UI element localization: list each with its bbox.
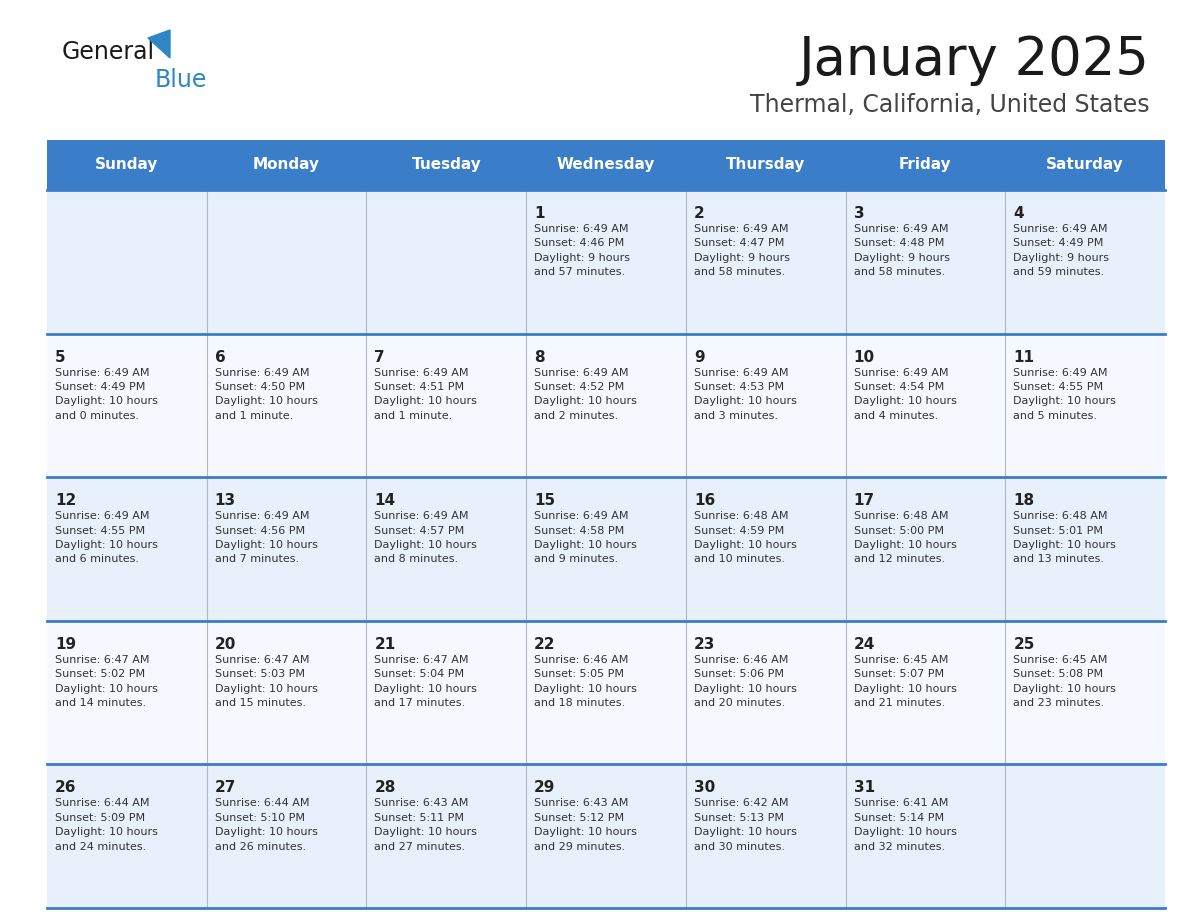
Text: Sunrise: 6:49 AM
Sunset: 4:53 PM
Daylight: 10 hours
and 3 minutes.: Sunrise: 6:49 AM Sunset: 4:53 PM Dayligh…	[694, 367, 797, 420]
Text: 19: 19	[55, 637, 76, 652]
Text: Sunrise: 6:49 AM
Sunset: 4:57 PM
Daylight: 10 hours
and 8 minutes.: Sunrise: 6:49 AM Sunset: 4:57 PM Dayligh…	[374, 511, 478, 565]
Text: Sunrise: 6:45 AM
Sunset: 5:07 PM
Daylight: 10 hours
and 21 minutes.: Sunrise: 6:45 AM Sunset: 5:07 PM Dayligh…	[853, 655, 956, 708]
Text: 25: 25	[1013, 637, 1035, 652]
Text: Monday: Monday	[253, 158, 320, 173]
Text: Friday: Friday	[899, 158, 952, 173]
Text: Sunrise: 6:49 AM
Sunset: 4:49 PM
Daylight: 9 hours
and 59 minutes.: Sunrise: 6:49 AM Sunset: 4:49 PM Dayligh…	[1013, 224, 1110, 277]
Text: Sunrise: 6:49 AM
Sunset: 4:55 PM
Daylight: 10 hours
and 5 minutes.: Sunrise: 6:49 AM Sunset: 4:55 PM Dayligh…	[1013, 367, 1117, 420]
Text: Sunrise: 6:49 AM
Sunset: 4:48 PM
Daylight: 9 hours
and 58 minutes.: Sunrise: 6:49 AM Sunset: 4:48 PM Dayligh…	[853, 224, 949, 277]
Text: Sunrise: 6:48 AM
Sunset: 5:01 PM
Daylight: 10 hours
and 13 minutes.: Sunrise: 6:48 AM Sunset: 5:01 PM Dayligh…	[1013, 511, 1117, 565]
Text: 4: 4	[1013, 206, 1024, 221]
Text: Sunrise: 6:49 AM
Sunset: 4:50 PM
Daylight: 10 hours
and 1 minute.: Sunrise: 6:49 AM Sunset: 4:50 PM Dayligh…	[215, 367, 317, 420]
Text: 24: 24	[853, 637, 874, 652]
Text: 20: 20	[215, 637, 236, 652]
Text: 13: 13	[215, 493, 236, 509]
Text: Tuesday: Tuesday	[411, 158, 481, 173]
Text: Sunrise: 6:49 AM
Sunset: 4:49 PM
Daylight: 10 hours
and 0 minutes.: Sunrise: 6:49 AM Sunset: 4:49 PM Dayligh…	[55, 367, 158, 420]
Text: Sunrise: 6:46 AM
Sunset: 5:05 PM
Daylight: 10 hours
and 18 minutes.: Sunrise: 6:46 AM Sunset: 5:05 PM Dayligh…	[535, 655, 637, 708]
Text: Sunrise: 6:44 AM
Sunset: 5:10 PM
Daylight: 10 hours
and 26 minutes.: Sunrise: 6:44 AM Sunset: 5:10 PM Dayligh…	[215, 799, 317, 852]
Bar	[48, 477, 1165, 621]
Text: Thermal, California, United States: Thermal, California, United States	[751, 93, 1150, 117]
Text: 14: 14	[374, 493, 396, 509]
Text: 30: 30	[694, 780, 715, 795]
Text: 31: 31	[853, 780, 874, 795]
Text: 9: 9	[694, 350, 704, 364]
Text: Sunrise: 6:47 AM
Sunset: 5:04 PM
Daylight: 10 hours
and 17 minutes.: Sunrise: 6:47 AM Sunset: 5:04 PM Dayligh…	[374, 655, 478, 708]
Text: 22: 22	[535, 637, 556, 652]
Text: Sunrise: 6:47 AM
Sunset: 5:03 PM
Daylight: 10 hours
and 15 minutes.: Sunrise: 6:47 AM Sunset: 5:03 PM Dayligh…	[215, 655, 317, 708]
Text: 1: 1	[535, 206, 544, 221]
Text: 12: 12	[55, 493, 76, 509]
Bar	[48, 140, 1165, 190]
Text: Sunrise: 6:49 AM
Sunset: 4:51 PM
Daylight: 10 hours
and 1 minute.: Sunrise: 6:49 AM Sunset: 4:51 PM Dayligh…	[374, 367, 478, 420]
Text: 16: 16	[694, 493, 715, 509]
Polygon shape	[148, 30, 170, 58]
Text: Wednesday: Wednesday	[557, 158, 656, 173]
Text: Sunrise: 6:49 AM
Sunset: 4:46 PM
Daylight: 9 hours
and 57 minutes.: Sunrise: 6:49 AM Sunset: 4:46 PM Dayligh…	[535, 224, 630, 277]
Bar	[48, 621, 1165, 765]
Text: Sunrise: 6:45 AM
Sunset: 5:08 PM
Daylight: 10 hours
and 23 minutes.: Sunrise: 6:45 AM Sunset: 5:08 PM Dayligh…	[1013, 655, 1117, 708]
Text: 6: 6	[215, 350, 226, 364]
Text: Sunrise: 6:44 AM
Sunset: 5:09 PM
Daylight: 10 hours
and 24 minutes.: Sunrise: 6:44 AM Sunset: 5:09 PM Dayligh…	[55, 799, 158, 852]
Text: 29: 29	[535, 780, 556, 795]
Text: Sunrise: 6:41 AM
Sunset: 5:14 PM
Daylight: 10 hours
and 32 minutes.: Sunrise: 6:41 AM Sunset: 5:14 PM Dayligh…	[853, 799, 956, 852]
Text: Sunrise: 6:49 AM
Sunset: 4:58 PM
Daylight: 10 hours
and 9 minutes.: Sunrise: 6:49 AM Sunset: 4:58 PM Dayligh…	[535, 511, 637, 565]
Text: Sunrise: 6:48 AM
Sunset: 5:00 PM
Daylight: 10 hours
and 12 minutes.: Sunrise: 6:48 AM Sunset: 5:00 PM Dayligh…	[853, 511, 956, 565]
Text: 17: 17	[853, 493, 874, 509]
Text: Sunrise: 6:43 AM
Sunset: 5:12 PM
Daylight: 10 hours
and 29 minutes.: Sunrise: 6:43 AM Sunset: 5:12 PM Dayligh…	[535, 799, 637, 852]
Text: 8: 8	[535, 350, 545, 364]
Text: 2: 2	[694, 206, 704, 221]
Text: Sunrise: 6:49 AM
Sunset: 4:47 PM
Daylight: 9 hours
and 58 minutes.: Sunrise: 6:49 AM Sunset: 4:47 PM Dayligh…	[694, 224, 790, 277]
Text: 23: 23	[694, 637, 715, 652]
Text: Sunrise: 6:49 AM
Sunset: 4:56 PM
Daylight: 10 hours
and 7 minutes.: Sunrise: 6:49 AM Sunset: 4:56 PM Dayligh…	[215, 511, 317, 565]
Text: Sunrise: 6:49 AM
Sunset: 4:54 PM
Daylight: 10 hours
and 4 minutes.: Sunrise: 6:49 AM Sunset: 4:54 PM Dayligh…	[853, 367, 956, 420]
Text: Blue: Blue	[154, 68, 208, 92]
Text: Thursday: Thursday	[726, 158, 805, 173]
Text: General: General	[62, 40, 156, 64]
Bar	[48, 765, 1165, 908]
Text: 11: 11	[1013, 350, 1035, 364]
Text: Sunrise: 6:49 AM
Sunset: 4:55 PM
Daylight: 10 hours
and 6 minutes.: Sunrise: 6:49 AM Sunset: 4:55 PM Dayligh…	[55, 511, 158, 565]
Text: Saturday: Saturday	[1047, 158, 1124, 173]
Text: 5: 5	[55, 350, 65, 364]
Text: Sunrise: 6:47 AM
Sunset: 5:02 PM
Daylight: 10 hours
and 14 minutes.: Sunrise: 6:47 AM Sunset: 5:02 PM Dayligh…	[55, 655, 158, 708]
Bar	[48, 190, 1165, 333]
Text: Sunrise: 6:48 AM
Sunset: 4:59 PM
Daylight: 10 hours
and 10 minutes.: Sunrise: 6:48 AM Sunset: 4:59 PM Dayligh…	[694, 511, 797, 565]
Text: Sunday: Sunday	[95, 158, 158, 173]
Text: 3: 3	[853, 206, 864, 221]
Text: 10: 10	[853, 350, 874, 364]
Text: 7: 7	[374, 350, 385, 364]
Text: 15: 15	[535, 493, 555, 509]
Text: Sunrise: 6:46 AM
Sunset: 5:06 PM
Daylight: 10 hours
and 20 minutes.: Sunrise: 6:46 AM Sunset: 5:06 PM Dayligh…	[694, 655, 797, 708]
Text: 26: 26	[55, 780, 76, 795]
Text: 18: 18	[1013, 493, 1035, 509]
Text: 21: 21	[374, 637, 396, 652]
Text: January 2025: January 2025	[800, 34, 1150, 86]
Text: 28: 28	[374, 780, 396, 795]
Text: Sunrise: 6:42 AM
Sunset: 5:13 PM
Daylight: 10 hours
and 30 minutes.: Sunrise: 6:42 AM Sunset: 5:13 PM Dayligh…	[694, 799, 797, 852]
Text: 27: 27	[215, 780, 236, 795]
Bar	[48, 333, 1165, 477]
Text: Sunrise: 6:49 AM
Sunset: 4:52 PM
Daylight: 10 hours
and 2 minutes.: Sunrise: 6:49 AM Sunset: 4:52 PM Dayligh…	[535, 367, 637, 420]
Text: Sunrise: 6:43 AM
Sunset: 5:11 PM
Daylight: 10 hours
and 27 minutes.: Sunrise: 6:43 AM Sunset: 5:11 PM Dayligh…	[374, 799, 478, 852]
